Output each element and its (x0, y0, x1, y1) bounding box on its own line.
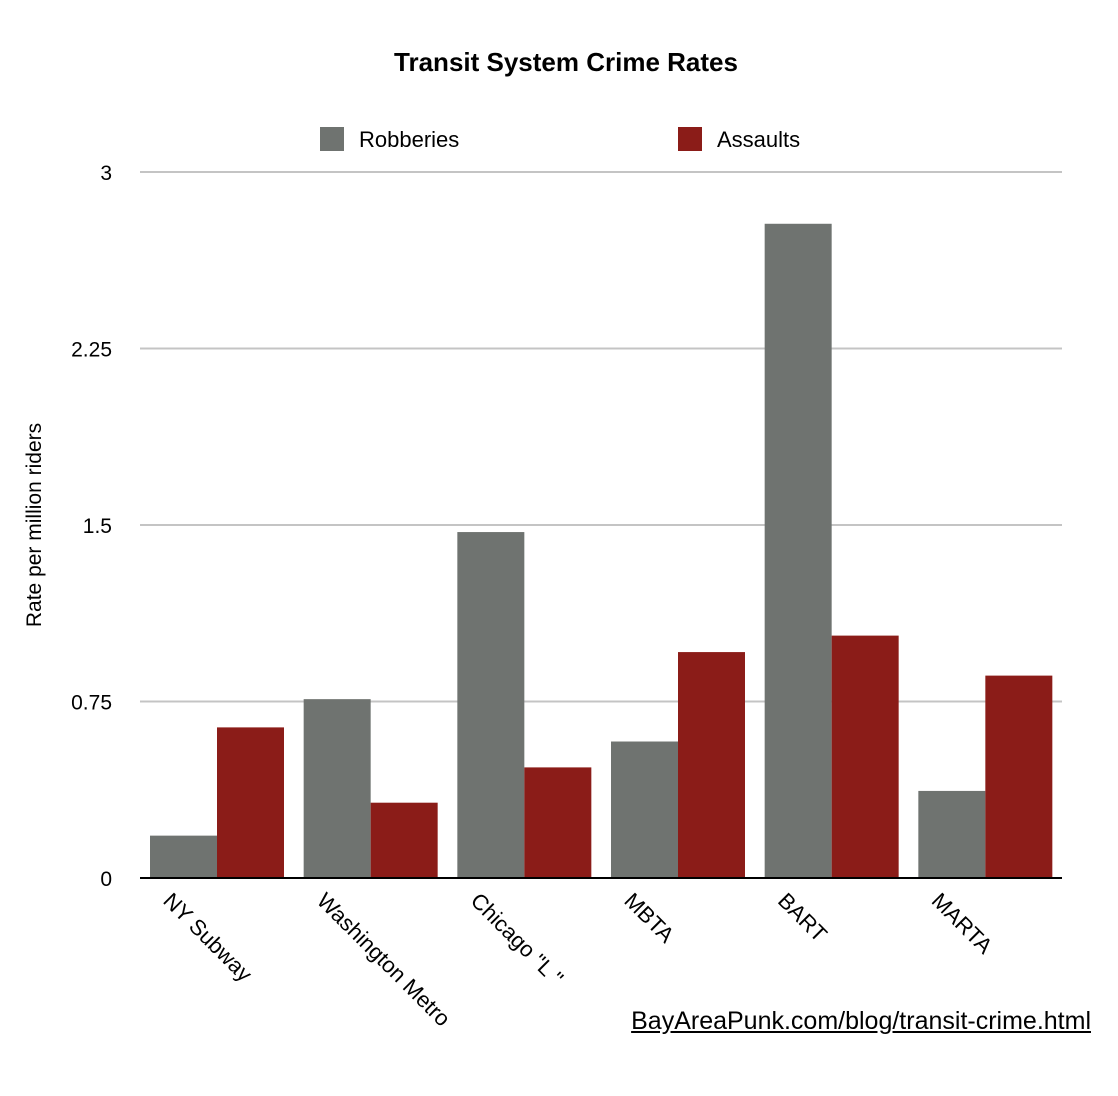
source-link[interactable]: BayAreaPunk.com/blog/transit-crime.html (631, 1007, 1091, 1035)
bar-robberies-3 (611, 741, 678, 878)
bar-assaults-0 (217, 727, 284, 878)
bar-assaults-5 (985, 675, 1053, 878)
gridlines (140, 171, 1062, 703)
bar-assaults-1 (370, 802, 438, 878)
y-tick-label: 0.75 (71, 692, 112, 715)
x-tick-label: MARTA (927, 888, 998, 959)
bar-assaults-3 (678, 652, 745, 878)
legend: Robberies Assaults (320, 127, 800, 152)
bars (150, 223, 1053, 879)
bar-robberies-4 (764, 223, 832, 879)
x-tick-label: Chicago "L " (466, 888, 569, 991)
y-tick-label: 0 (100, 868, 112, 891)
x-tick-label: MBTA (619, 888, 679, 948)
bar-robberies-5 (918, 790, 986, 878)
legend-label-robberies: Robberies (359, 127, 459, 152)
legend-swatch-robberies (320, 127, 344, 151)
legend-label-assaults: Assaults (717, 127, 800, 152)
bar-assaults-2 (524, 767, 592, 878)
y-tick-label: 3 (100, 162, 112, 185)
bar-robberies-1 (303, 699, 371, 878)
bar-robberies-0 (150, 835, 217, 878)
y-axis-title: Rate per million riders (23, 423, 46, 627)
x-tick-label: Washington Metro (312, 888, 455, 1031)
y-tick-label: 1.5 (83, 515, 112, 538)
bar-robberies-2 (457, 532, 525, 878)
y-axis-ticks: 0 0.75 1.5 2.25 3 (71, 162, 112, 891)
y-tick-label: 2.25 (71, 339, 112, 362)
x-tick-label: BART (773, 888, 832, 947)
legend-swatch-assaults (678, 127, 702, 151)
bar-assaults-4 (831, 635, 899, 878)
x-tick-label: NY Subway (158, 888, 257, 987)
chart-title: Transit System Crime Rates (394, 47, 738, 77)
